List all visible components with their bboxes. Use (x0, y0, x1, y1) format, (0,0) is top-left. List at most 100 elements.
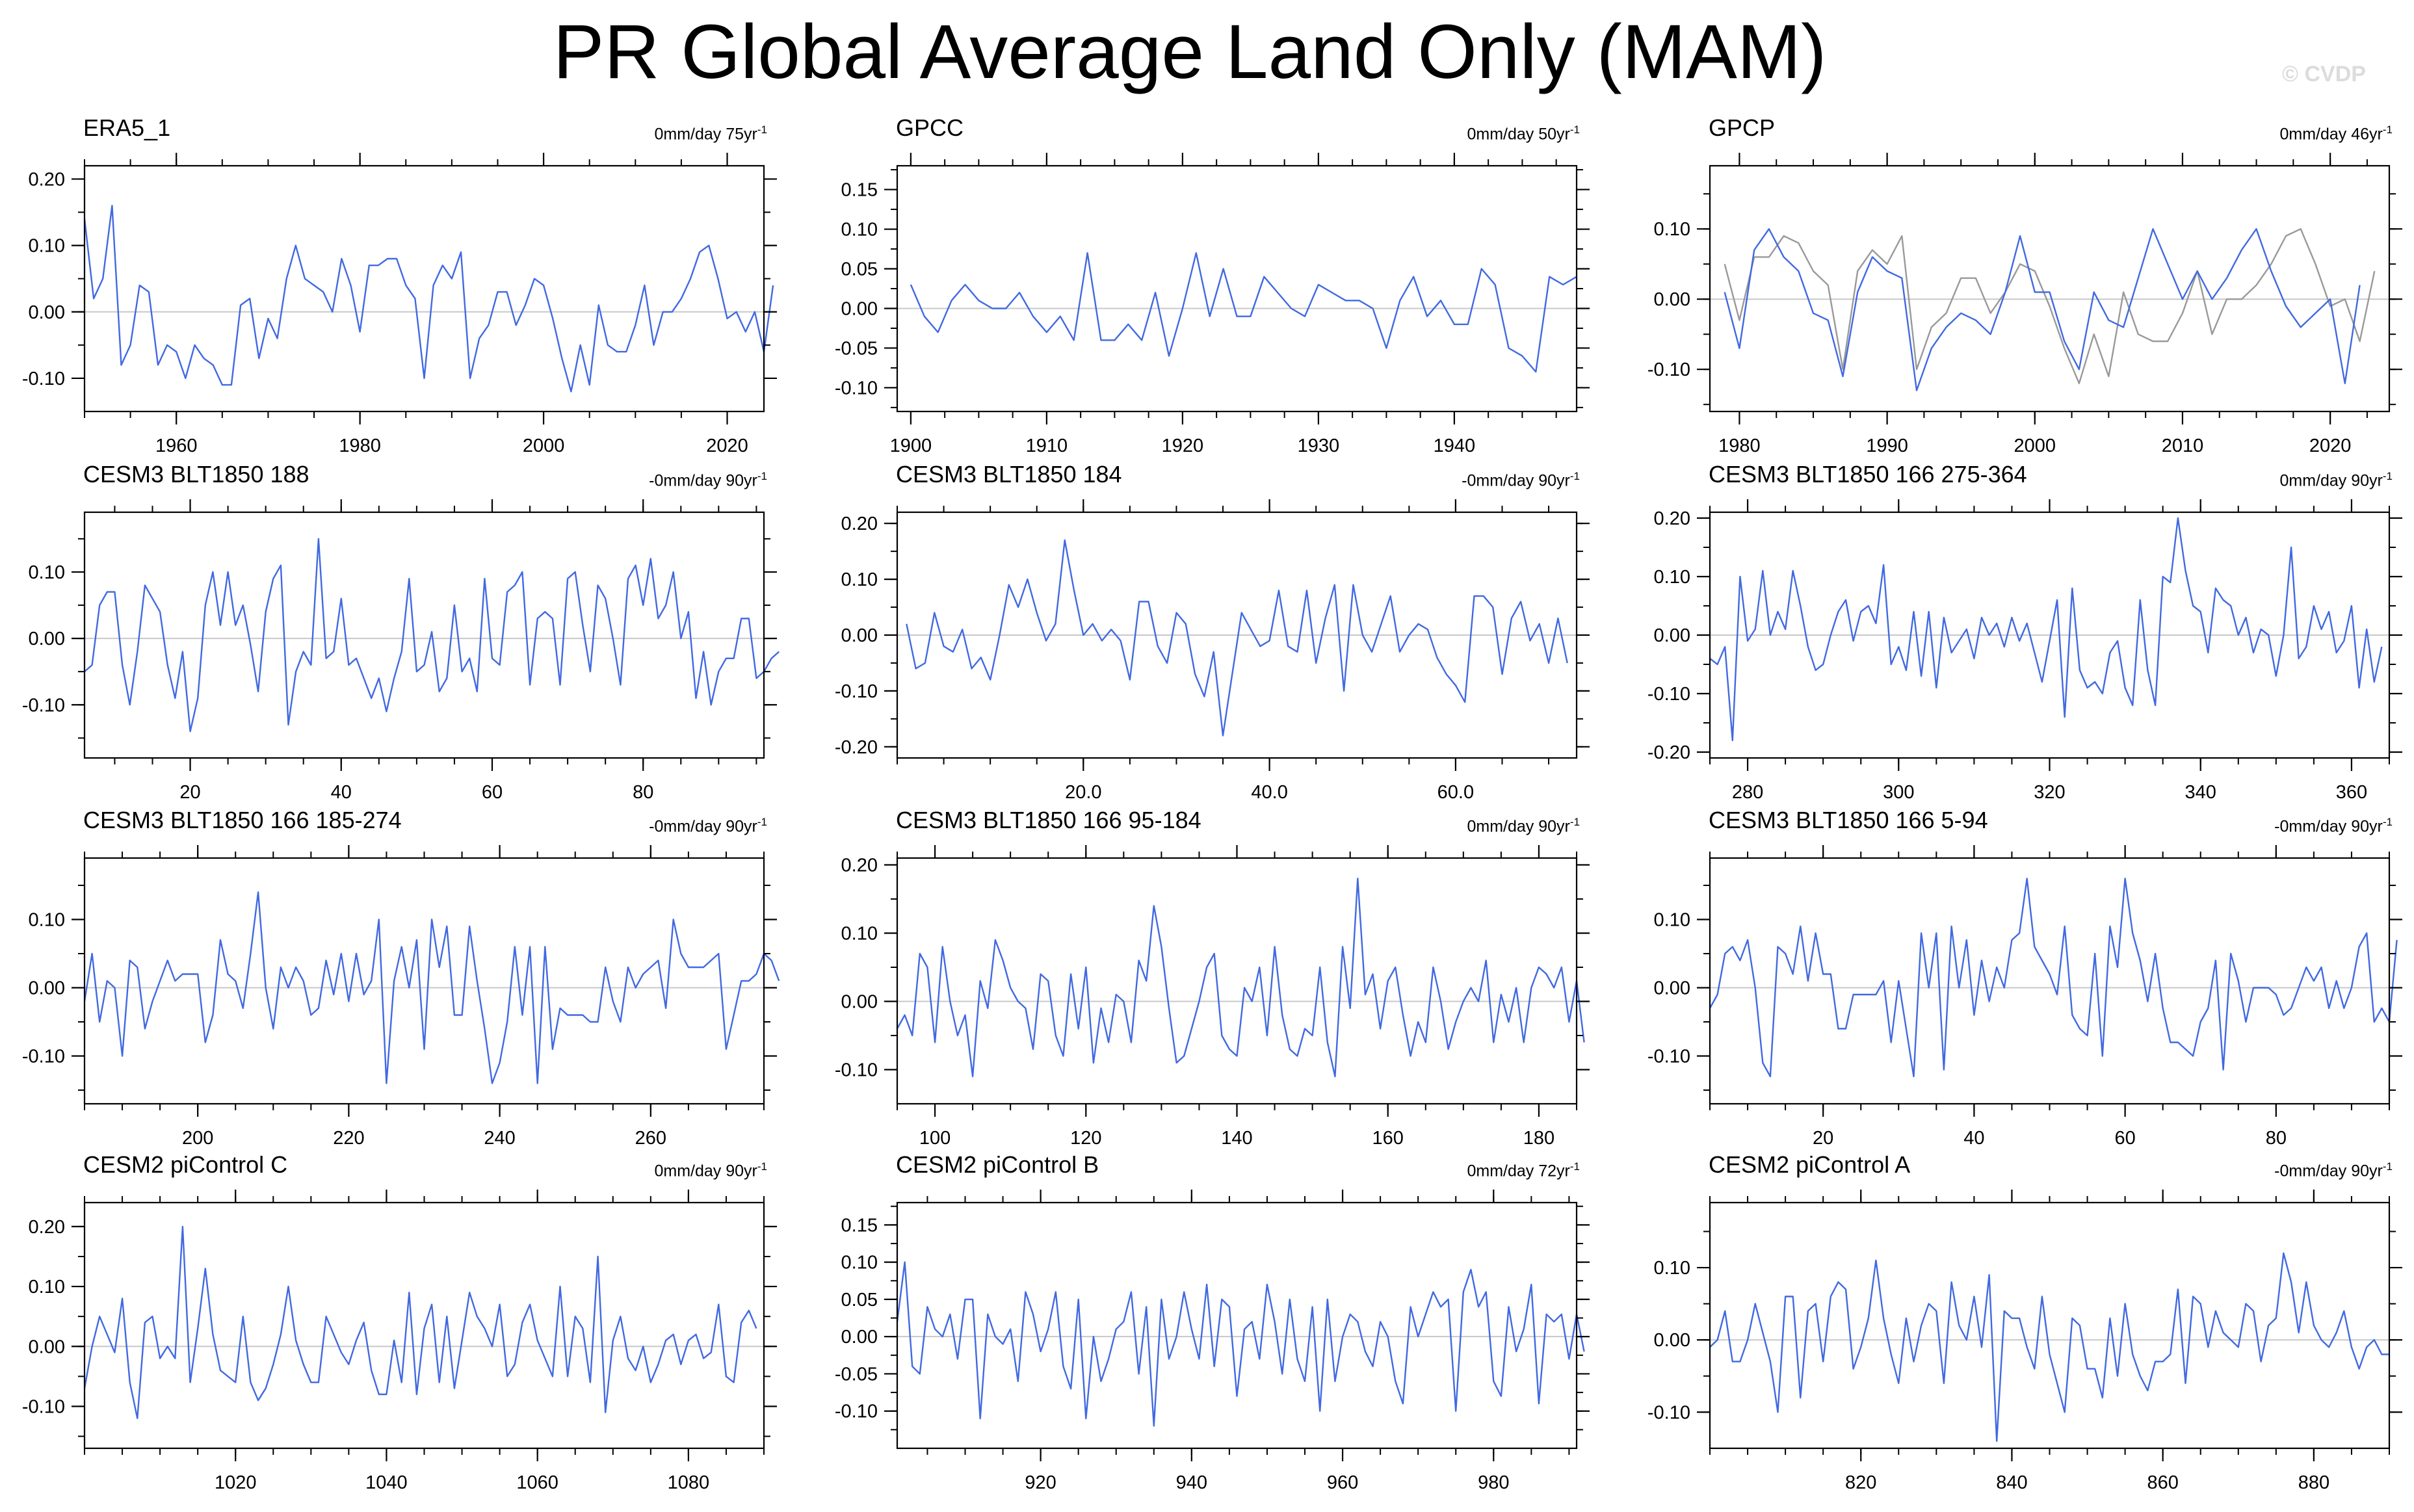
chart-svg: -0.10 0.00 0.10 0.20 100 120 140 160 180 (835, 845, 1590, 1149)
x-tick-label: 60 (482, 782, 503, 803)
y-tick-label: 0.00 (1654, 289, 1690, 310)
y-tick-label: 0.10 (29, 1277, 65, 1297)
x-tick-label: 980 (1478, 1472, 1509, 1493)
trend-exponent: -1 (2382, 1160, 2393, 1173)
x-tick-label: 940 (1176, 1472, 1207, 1493)
x-tick-label: 360 (2336, 782, 2367, 803)
panel-title: CESM3 BLT1850 166 95-184 (896, 807, 1201, 833)
x-tick-label: 340 (2185, 782, 2216, 803)
series-line (83, 891, 780, 1084)
x-tick-label: 140 (1221, 1128, 1252, 1149)
series-line (896, 878, 1585, 1078)
y-tick-label: -0.20 (835, 737, 878, 758)
y-tick-label: 0.10 (1654, 1258, 1690, 1279)
y-tick-label: -0.20 (1647, 742, 1690, 763)
y-tick-label: 0.00 (841, 1327, 878, 1348)
x-tick-label: 40 (331, 782, 352, 803)
x-tick-label: 280 (1732, 782, 1763, 803)
y-tick-label: 0.00 (29, 629, 65, 649)
y-tick-label: -0.10 (1647, 1047, 1690, 1067)
panel-trend-label: -0mm/day 90yr-1 (649, 813, 767, 836)
plot-frame (896, 857, 1578, 1105)
x-tick-label: 860 (2147, 1472, 2178, 1493)
x-tick-label: 220 (333, 1128, 364, 1149)
x-tick-label: 60 (2114, 1128, 2135, 1149)
panel-trend-label: -0mm/day 90yr-1 (649, 467, 767, 490)
panel-trend-label: 0mm/day 90yr-1 (2279, 467, 2393, 490)
series-line (910, 252, 1577, 373)
reference-series-line (1724, 228, 2376, 384)
panel-title: GPCC (896, 114, 964, 141)
chart-svg: -0.10 0.00 0.10 0.20 1020 1040 1060 1080 (22, 1190, 777, 1493)
panel-title: CESM3 BLT1850 188 (83, 461, 309, 488)
x-tick-label: 100 (919, 1128, 951, 1149)
chart-svg: -0.10 0.00 0.10 1980 1990 2000 2010 2020 (1647, 153, 2402, 456)
x-tick-label: 320 (2034, 782, 2065, 803)
x-tick-label: 60.0 (1437, 782, 1474, 803)
x-tick-label: 1020 (215, 1472, 257, 1493)
y-tick-label: 0.00 (1654, 1330, 1690, 1351)
chart-panel-6: CESM3 BLT1850 166 275-364 0mm/day 90yr-1-… (1625, 460, 2414, 805)
chart-svg: -0.10 0.00 0.10 20 40 60 80 (1647, 845, 2402, 1149)
x-tick-label: 1930 (1298, 436, 1340, 456)
y-tick-label: 0.10 (841, 924, 878, 945)
panel-title: CESM2 piControl A (1709, 1151, 1911, 1178)
x-tick-label: 2020 (2309, 436, 2352, 456)
panel-title: CESM3 BLT1850 166 185-274 (83, 807, 402, 833)
chart-svg: -0.20 -0.10 0.00 0.10 0.20 280 300 320 340 360 (1647, 499, 2402, 803)
trend-exponent: -1 (757, 1160, 767, 1173)
chart-panel-7: CESM3 BLT1850 166 185-274 -0mm/day 90yr-1… (0, 806, 806, 1151)
chart-svg: -0.10 0.00 0.10 200 220 240 260 (22, 845, 780, 1149)
y-tick-label: 0.05 (841, 259, 878, 280)
series-line (906, 539, 1568, 736)
y-tick-label: -0.10 (22, 1396, 65, 1417)
chart-panel-3: GPCP 0mm/day 46yr-1 -0.10 0.00 0.10 1980 1990 2… (1625, 114, 2414, 458)
trend-text: -0mm/day 90yr (649, 471, 757, 490)
y-tick-label: 0.10 (1654, 567, 1690, 588)
trend-exponent: -1 (757, 470, 767, 482)
chart-panel-10: CESM2 piControl C 0mm/day 90yr-1 -0.10 0.00… (0, 1151, 806, 1495)
y-tick-label: -0.05 (835, 1364, 878, 1385)
plot-frame (1709, 164, 2391, 413)
y-tick-label: -0.10 (22, 1047, 65, 1067)
trend-exponent: -1 (1569, 470, 1580, 482)
x-tick-label: 200 (182, 1128, 213, 1149)
chart-panel-9: CESM3 BLT1850 166 5-94 -0mm/day 90yr-1 -0.… (1625, 806, 2414, 1151)
trend-exponent: -1 (1569, 1160, 1580, 1173)
x-tick-label: 1910 (1026, 436, 1068, 456)
panel-title: ERA5_1 (83, 114, 171, 141)
y-tick-label: -0.10 (1647, 684, 1690, 705)
y-tick-label: -0.10 (1647, 359, 1690, 380)
panel-trend-label: 0mm/day 90yr-1 (1467, 813, 1580, 836)
x-tick-label: 20.0 (1065, 782, 1101, 803)
y-tick-label: 0.10 (29, 562, 65, 583)
y-tick-label: -0.10 (22, 695, 65, 716)
trend-text: 0mm/day 90yr (1467, 817, 1570, 836)
chart-svg: -0.10 -0.05 0.00 0.05 0.10 0.15 1900 1910 1920 19… (835, 153, 1590, 456)
y-tick-label: 0.10 (841, 1253, 878, 1273)
x-tick-label: 880 (2298, 1472, 2329, 1493)
x-tick-label: 80 (2266, 1128, 2287, 1149)
trend-text: -0mm/day 90yr (1462, 471, 1570, 490)
trend-exponent: -1 (757, 816, 767, 828)
x-tick-label: 1960 (155, 436, 198, 456)
x-tick-label: 840 (1996, 1472, 2027, 1493)
y-tick-label: 0.15 (841, 180, 878, 201)
y-tick-label: 0.10 (841, 569, 878, 590)
y-tick-label: 0.00 (1654, 625, 1690, 646)
trend-text: 0mm/day 90yr (2279, 471, 2383, 490)
x-tick-label: 1920 (1162, 436, 1204, 456)
panel-trend-label: 0mm/day 50yr-1 (1467, 120, 1580, 144)
y-tick-label: 0.10 (29, 236, 65, 257)
chart-panel-11: CESM2 piControl B 0mm/day 72yr-1 -0.10 -0.0… (813, 1151, 1619, 1495)
plot-frame (83, 1201, 765, 1450)
y-tick-label: 0.00 (841, 298, 878, 319)
x-tick-label: 920 (1025, 1472, 1056, 1493)
panel-trend-label: 0mm/day 72yr-1 (1467, 1157, 1580, 1180)
trend-exponent: -1 (1569, 124, 1580, 136)
y-tick-label: 0.00 (1654, 978, 1690, 999)
trend-text: 0mm/day 46yr (2279, 125, 2383, 144)
x-tick-label: 300 (1883, 782, 1914, 803)
y-tick-label: 0.10 (841, 220, 878, 241)
y-tick-label: -0.10 (1647, 1402, 1690, 1423)
